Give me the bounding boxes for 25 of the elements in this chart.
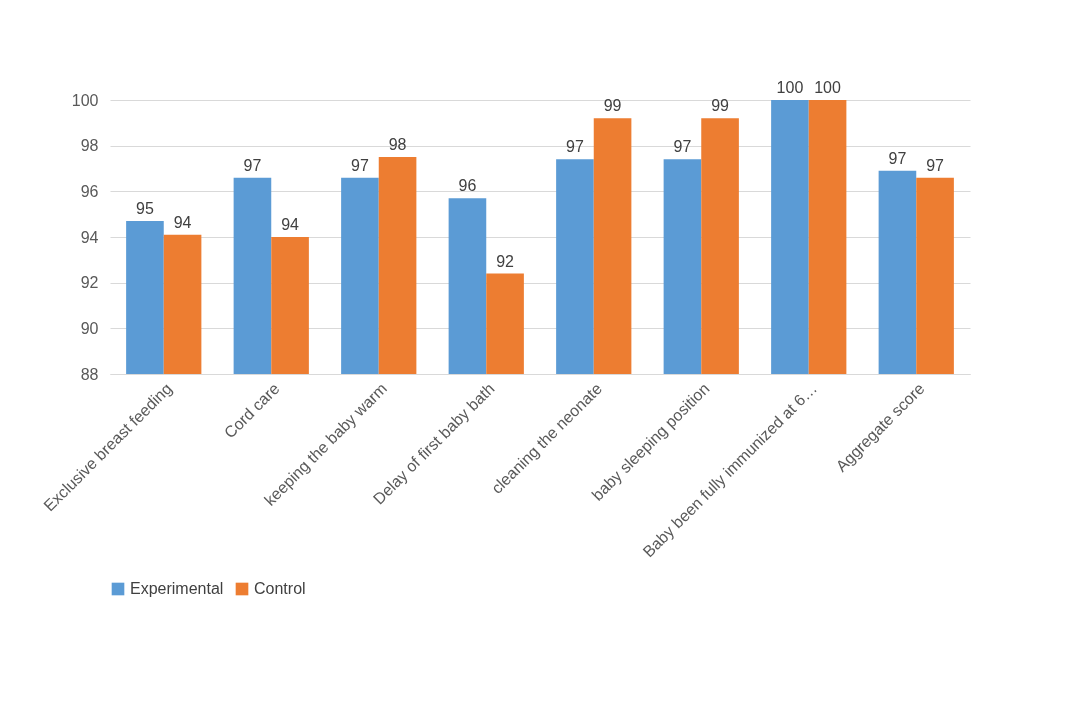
data-label: 98 xyxy=(388,136,407,154)
data-label: 99 xyxy=(603,97,622,115)
data-label: 97 xyxy=(673,138,692,156)
y-tick-label: 92 xyxy=(80,274,99,292)
data-label: 92 xyxy=(496,252,515,270)
y-tick-label: 96 xyxy=(80,182,99,200)
data-label: 94 xyxy=(281,216,300,233)
data-label: 97 xyxy=(243,156,262,174)
y-tick-label: 94 xyxy=(80,228,99,246)
data-label: 96 xyxy=(458,177,477,195)
data-label: 100 xyxy=(814,79,842,96)
y-tick-label: 100 xyxy=(71,91,99,109)
data-label: 97 xyxy=(566,138,584,156)
data-label: 94 xyxy=(173,213,192,231)
data-label: 97 xyxy=(888,149,907,167)
y-tick-label: 98 xyxy=(80,137,99,155)
legend-label: Experimental xyxy=(130,580,224,597)
data-label: 99 xyxy=(711,97,730,115)
data-label: 95 xyxy=(136,200,154,218)
y-tick-label: 88 xyxy=(80,365,99,383)
data-label: 100 xyxy=(776,79,804,96)
y-tick-label: 90 xyxy=(80,319,99,337)
data-label: 97 xyxy=(351,156,369,174)
data-label: 97 xyxy=(926,156,945,174)
legend-label: Control xyxy=(254,580,306,597)
